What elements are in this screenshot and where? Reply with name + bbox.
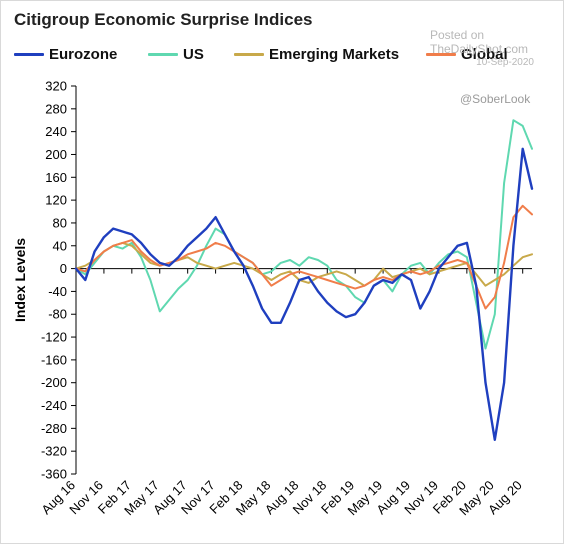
y-tick-label: 40	[53, 238, 67, 253]
y-tick-label: 160	[45, 170, 67, 185]
legend-swatch-global	[426, 53, 456, 56]
series-line-global	[75, 204, 533, 310]
series-line-eurozone	[74, 147, 534, 441]
y-tick-label: 240	[45, 124, 67, 139]
watermark-date: 10-Sep-2020	[476, 57, 534, 68]
watermark-line1: Posted on	[430, 28, 485, 42]
y-axis-title: Index Levels	[12, 238, 28, 322]
y-tick-label: -80	[48, 307, 67, 322]
legend-label-eurozone: Eurozone	[49, 46, 118, 63]
y-tick-label: -40	[48, 284, 67, 299]
watermark: Posted on TheDailyShot.com 10-Sep-2020	[430, 28, 540, 70]
y-tick-label: -360	[41, 467, 67, 482]
y-tick-label: -280	[41, 421, 67, 436]
legend-item-emerging-markets: Emerging Markets	[234, 46, 399, 63]
y-tick-label: 200	[45, 147, 67, 162]
y-tick-label: 280	[45, 101, 67, 116]
legend-item-us: US	[148, 46, 204, 63]
legend-item-eurozone: Eurozone	[14, 46, 117, 63]
y-tick-label: 0	[60, 261, 67, 276]
legend-label-us: US	[183, 46, 204, 63]
series-line-us	[75, 119, 533, 350]
watermark-line2: TheDailyShot.com	[430, 42, 529, 56]
y-tick-label: 120	[45, 193, 67, 208]
y-tick-label: -120	[41, 330, 67, 345]
chart-title: Citigroup Economic Surprise Indices	[14, 10, 313, 29]
y-tick-label: -240	[41, 398, 67, 413]
social-handle: @SoberLook	[460, 92, 531, 106]
y-tick-label: -160	[41, 352, 67, 367]
y-tick-label: 320	[45, 79, 67, 94]
legend-label-global: Global	[461, 46, 508, 63]
legend-swatch-eurozone	[14, 53, 44, 56]
legend-label-emerging-markets: Emerging Markets	[269, 46, 400, 63]
legend-swatch-us	[148, 53, 178, 56]
y-tick-label: -200	[41, 375, 67, 390]
y-tick-label: 80	[53, 215, 67, 230]
series-line-emerging-markets	[75, 241, 533, 287]
legend-swatch-emerging-markets	[234, 53, 264, 56]
legend-item-global: Global	[426, 46, 508, 63]
y-tick-label: -320	[41, 444, 67, 459]
